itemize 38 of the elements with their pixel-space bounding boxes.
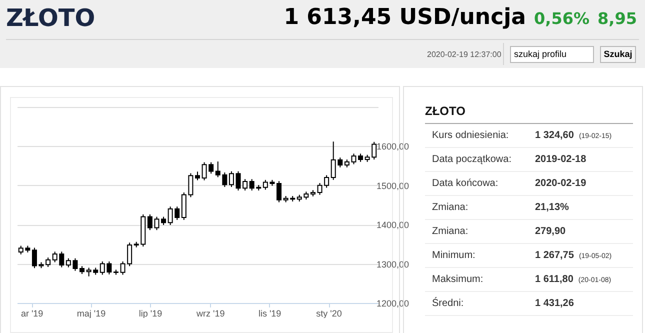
text: 1 611,80 <box>535 274 574 285</box>
text: 1 267,75 <box>535 250 574 261</box>
candlestick <box>276 180 282 203</box>
text: ZŁOTO <box>425 104 633 124</box>
text: Data końcowa: <box>432 177 498 191</box>
text: 2020-02-19 12:37:00 <box>427 50 502 59</box>
text: 1 613,45 USD/uncja <box>284 5 526 30</box>
text: Maksimum: <box>432 273 484 287</box>
text: 0,56% <box>534 9 590 28</box>
y-tick-label: 1600,00 <box>376 142 410 152</box>
y-tick-label: 1200,00 <box>376 298 410 308</box>
x-tick-label: sty '20 <box>316 308 342 318</box>
text: Data początkowa: <box>432 153 512 167</box>
x-tick-label: lis '19 <box>258 308 282 318</box>
text: 1 431,26 <box>535 297 574 311</box>
search-button: Szukaj <box>600 46 636 63</box>
text: 2020-02-19 <box>535 177 586 191</box>
text: 21,13% <box>535 201 569 215</box>
x-tick-label: lip '19 <box>138 308 162 318</box>
y-tick-label: 1400,00 <box>376 220 410 230</box>
text: Średni: <box>432 296 464 311</box>
text: 2019-02-18 <box>535 153 586 167</box>
candlestick <box>228 170 234 188</box>
text: 279,90 <box>535 225 566 239</box>
text: Zmiana: <box>432 225 468 239</box>
x-tick-label: maj '19 <box>76 308 106 318</box>
search-field: szukaj profilu <box>510 46 594 63</box>
x-tick-label: wrz '19 <box>196 308 225 318</box>
y-tick-label: 1500,00 <box>376 180 410 191</box>
y-tick-label: 1300,00 <box>376 259 410 270</box>
text: Kurs odniesienia: <box>432 129 509 143</box>
text: Minimum: <box>432 249 476 263</box>
text: Zmiana: <box>432 201 468 215</box>
candlestick <box>32 247 37 269</box>
chart-title: ZŁOTO <box>6 4 96 32</box>
text: 8,95 <box>598 9 637 28</box>
text: 1 324,60 <box>535 130 574 141</box>
x-tick-label: ar '19 <box>20 308 44 318</box>
